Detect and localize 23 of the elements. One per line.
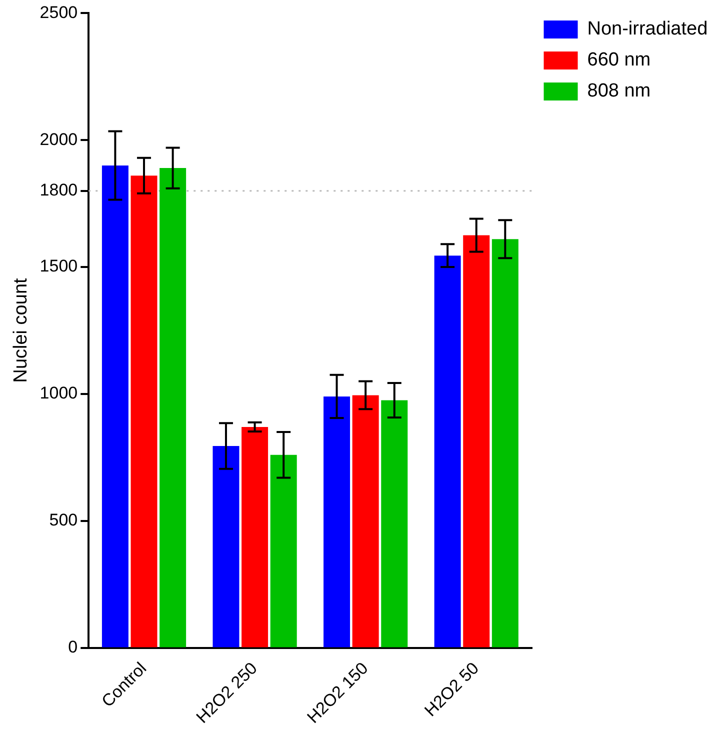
- y-tick-label: 1000: [40, 384, 78, 403]
- bar: [102, 166, 128, 648]
- y-axis-title: Nuclei count: [10, 277, 32, 383]
- y-tick-label: 2000: [40, 130, 78, 149]
- y-tick-label: 2500: [40, 2, 78, 22]
- bar: [242, 426, 268, 648]
- y-tick-label: 1500: [40, 256, 78, 276]
- legend-label: Non-irradiated: [587, 18, 708, 40]
- bar: [324, 396, 350, 648]
- bar: [352, 395, 379, 648]
- y-tick-label: 1800: [40, 180, 78, 200]
- bar: [160, 168, 186, 648]
- bar: [492, 239, 518, 648]
- bar: [130, 176, 158, 648]
- y-tick-label: 500: [49, 510, 78, 530]
- bar: [434, 256, 461, 648]
- bar: [270, 454, 297, 648]
- legend-label: 808 nm: [587, 80, 651, 102]
- y-tick-label: 0: [68, 637, 78, 656]
- bar: [463, 235, 490, 648]
- bar: [212, 446, 240, 648]
- bar: [381, 400, 408, 648]
- legend-label: 660 nm: [587, 50, 651, 71]
